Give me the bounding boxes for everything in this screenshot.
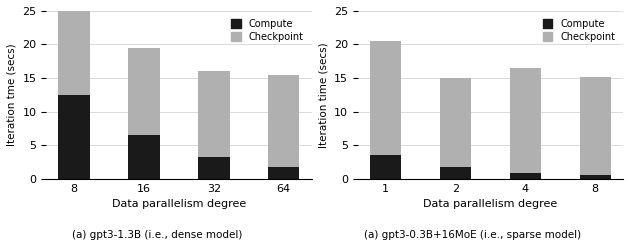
Bar [268, 167, 299, 179]
Bar [370, 41, 401, 155]
Bar [129, 48, 160, 135]
Legend: Compute, Checkpoint: Compute, Checkpoint [228, 16, 307, 45]
Bar [440, 78, 471, 167]
Bar [129, 135, 160, 179]
Text: (a) gpt3-1.3B (i.e., dense model): (a) gpt3-1.3B (i.e., dense model) [72, 230, 243, 240]
Legend: Compute, Checkpoint: Compute, Checkpoint [540, 16, 618, 45]
Bar [59, 95, 90, 179]
Y-axis label: Iteration tme (secs): Iteration tme (secs) [7, 43, 17, 146]
Bar [440, 167, 471, 179]
Bar [510, 173, 541, 179]
Bar [198, 157, 229, 179]
Bar [198, 71, 229, 157]
Bar [510, 68, 541, 173]
Bar [580, 77, 611, 175]
X-axis label: Data parallelism degree: Data parallelism degree [112, 199, 246, 209]
Text: (a) gpt3-0.3B+16MoE (i.e., sparse model): (a) gpt3-0.3B+16MoE (i.e., sparse model) [364, 230, 581, 240]
Bar [59, 11, 90, 95]
Bar [268, 75, 299, 167]
X-axis label: Data parallelism degree: Data parallelism degree [423, 199, 558, 209]
Bar [370, 155, 401, 179]
Bar [580, 175, 611, 179]
Y-axis label: Iteration time (secs): Iteration time (secs) [319, 42, 328, 148]
